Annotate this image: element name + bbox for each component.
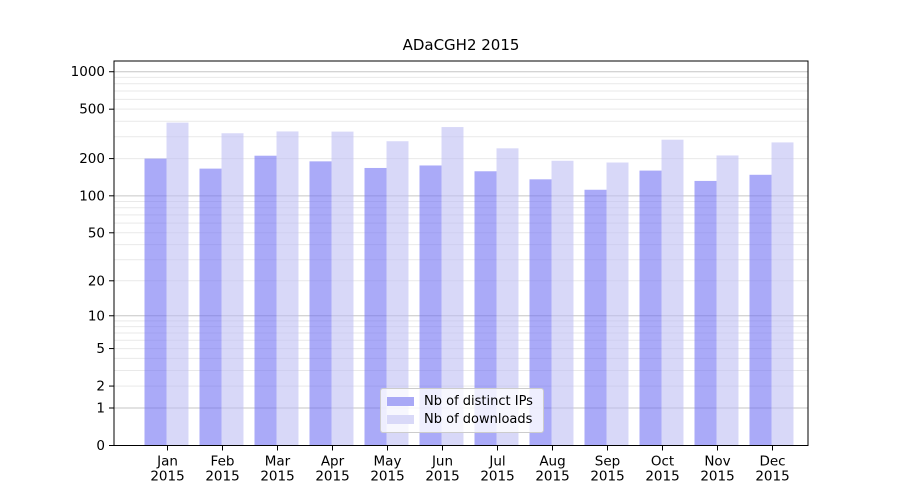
x-tick-label-year: 2015 [260,469,294,485]
bar-distinct-ips-oct [639,170,662,446]
bar-downloads-aug [551,160,574,446]
bar-downloads-nov [716,155,739,446]
bar-distinct-ips-aug [529,179,552,446]
y-tick-label: 20 [88,273,105,289]
bar-distinct-ips-may [364,167,387,446]
legend-label-downloads: Nb of downloads [424,412,533,428]
x-tick-label-year: 2015 [315,469,349,485]
bar-downloads-may [386,141,409,446]
x-tick-label-month: Aug [539,454,565,470]
y-tick-label: 1 [96,401,105,417]
bar-downloads-feb [221,133,244,446]
bar-distinct-ips-nov [694,180,717,446]
x-tick-label-month: Sep [595,454,620,470]
bar-downloads-apr [331,131,354,446]
bar-distinct-ips-jun [419,165,442,446]
legend-swatch-distinct-ips [387,396,414,406]
plot-border [113,60,809,446]
legend: Nb of distinct IPs Nb of downloads [380,388,544,433]
legend-swatch-downloads [387,415,414,425]
bar-downloads-mar [276,131,299,446]
bar-distinct-ips-jul [474,171,497,446]
x-tick-label-year: 2015 [700,469,734,485]
x-tick-label-month: May [374,454,402,470]
x-tick-label-year: 2015 [370,469,404,485]
x-tick-label-year: 2015 [645,469,679,485]
y-tick-label: 10 [88,308,105,324]
y-tick-label: 200 [79,151,105,167]
bar-distinct-ips-dec [749,174,772,446]
y-tick-label: 1000 [71,64,105,80]
x-tick-label-month: Apr [321,454,345,470]
x-tick-label-year: 2015 [205,469,239,485]
y-tick-label: 5 [96,341,105,357]
y-tick-label: 50 [88,225,105,241]
legend-label-distinct-ips: Nb of distinct IPs [424,393,533,409]
bar-downloads-oct [661,139,684,446]
x-tick-label-month: Feb [211,454,235,470]
bar-distinct-ips-sep [584,189,607,446]
x-tick-label-year: 2015 [480,469,514,485]
x-tick-label-month: Dec [759,454,785,470]
bar-downloads-dec [771,142,794,446]
x-tick-label-month: Mar [265,454,291,470]
x-tick-label-year: 2015 [150,469,184,485]
y-tick-label: 100 [79,188,105,204]
x-tick-label-month: Oct [651,454,674,470]
y-tick-label: 2 [96,379,105,395]
y-tick-label: 0 [96,438,105,454]
bar-distinct-ips-apr [309,161,332,446]
bar-downloads-jun [441,127,464,446]
y-tick-label: 500 [79,102,105,118]
x-tick-label-month: Nov [704,454,730,470]
x-tick-label-year: 2015 [755,469,789,485]
chart-title: ADaCGH2 2015 [402,36,520,54]
bar-distinct-ips-mar [254,155,277,446]
legend-entry-downloads: Nb of downloads [387,412,543,427]
x-tick-label-year: 2015 [535,469,569,485]
bar-downloads-jul [496,148,519,446]
x-tick-label-year: 2015 [425,469,459,485]
bar-downloads-sep [606,162,629,446]
legend-entry-distinct-ips: Nb of distinct IPs [387,394,543,409]
bar-distinct-ips-feb [199,168,222,446]
x-tick-label-month: Jan [156,454,178,470]
bar-downloads-jan [166,122,189,446]
x-tick-label-month: Jul [488,454,505,470]
x-tick-label-year: 2015 [590,469,624,485]
x-tick-label-month: Jun [431,454,453,470]
bar-distinct-ips-jan [144,158,167,446]
